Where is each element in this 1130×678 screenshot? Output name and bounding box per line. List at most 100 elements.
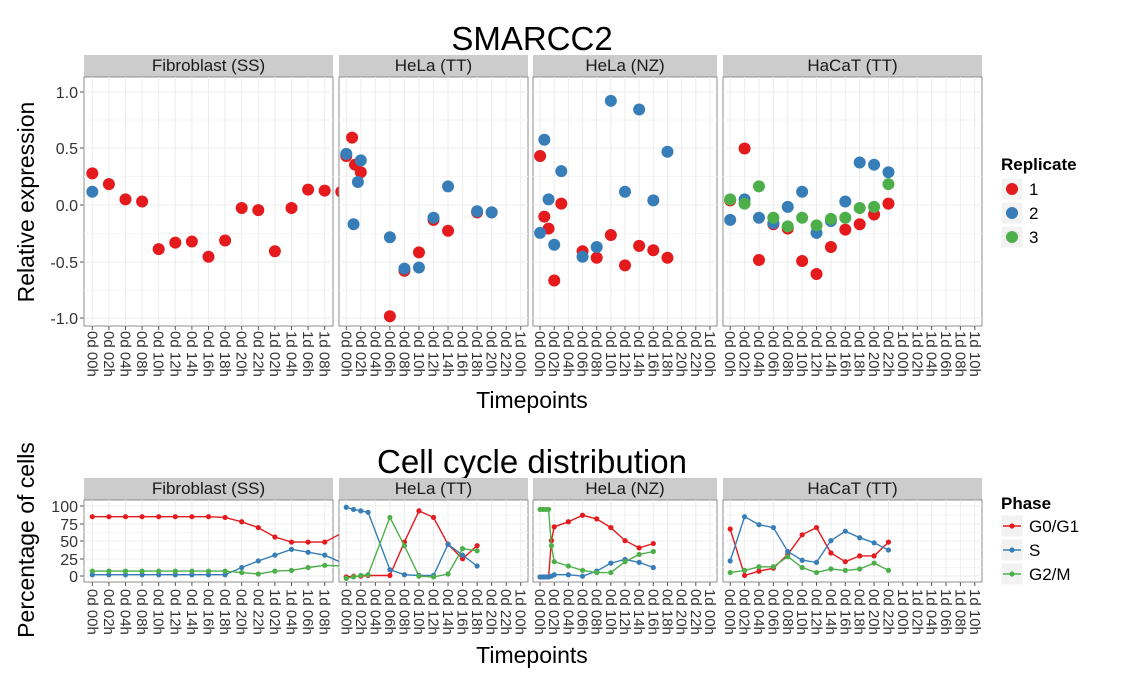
data-point	[152, 243, 165, 256]
data-point	[485, 206, 498, 219]
data-point	[156, 568, 162, 574]
x-tick-label: 0d 14h	[439, 331, 456, 377]
data-point	[724, 193, 737, 206]
strip-label: HaCaT (TT)	[807, 479, 897, 498]
x-tick-label: 1d 00h	[894, 589, 911, 635]
strip-label: HeLa (TT)	[395, 479, 472, 498]
data-point	[106, 514, 112, 520]
x-tick-label: 1d 06h	[937, 589, 954, 635]
data-point	[796, 211, 809, 224]
data-point	[172, 568, 178, 574]
x-tick-label: 0d 16h	[454, 589, 471, 635]
data-point	[824, 212, 837, 225]
data-point	[358, 572, 364, 579]
data-point	[752, 253, 765, 266]
data-point	[752, 180, 765, 193]
x-tick-label: 1d 10h	[966, 589, 983, 635]
x-tick-label: 0d 02h	[736, 589, 753, 635]
data-point	[661, 251, 674, 264]
data-point	[252, 204, 265, 217]
data-point	[661, 145, 674, 158]
x-tick-label: 1d 02h	[266, 331, 283, 377]
y-tick-label: 0.0	[56, 198, 78, 215]
x-tick-label: 0d 00h	[721, 331, 738, 377]
data-point	[430, 574, 437, 580]
series-2	[340, 147, 498, 275]
data-point	[340, 147, 353, 160]
data-point	[288, 546, 295, 552]
x-tick-label: 0d 08h	[779, 589, 796, 635]
data-point	[796, 255, 809, 268]
x-tick-label: 0d 16h	[836, 331, 853, 377]
data-point	[189, 568, 195, 574]
data-point	[551, 559, 557, 565]
data-point	[387, 514, 393, 521]
data-point	[398, 262, 411, 275]
data-point	[857, 566, 863, 572]
panel-fibroblast-ss: Fibroblast (SS)0d 00h 0d 02h 0d 04h 0d 08h 0…	[83, 55, 364, 377]
x-tick-label: 0d 18h	[851, 589, 868, 635]
x-tick-label: 0d 20h	[673, 331, 690, 377]
data-point	[555, 197, 568, 210]
x-tick-label: 0d 10h	[150, 331, 167, 377]
data-point	[785, 548, 791, 555]
data-point	[785, 554, 791, 560]
x-tick-label: 0d 06h	[381, 331, 398, 377]
x-tick-label: 0d 08h	[133, 589, 150, 635]
data-point	[727, 526, 733, 532]
data-point	[343, 504, 349, 510]
data-point	[885, 539, 892, 545]
x-tick-label: 1d 04h	[923, 331, 940, 377]
data-point	[741, 567, 748, 573]
series-g2-m	[727, 554, 892, 576]
x-tick-label: 0d 18h	[468, 331, 485, 377]
x-tick-label: 1d 08h	[316, 331, 333, 377]
legend-key-point	[1009, 523, 1015, 529]
data-point	[548, 274, 561, 287]
data-point	[738, 197, 751, 210]
x-tick-label: 0d 08h	[588, 331, 605, 377]
x-tick-label: 0d 16h	[836, 589, 853, 635]
data-point	[288, 567, 295, 573]
gridlines	[339, 77, 528, 326]
data-point	[885, 567, 892, 573]
data-point	[474, 548, 480, 554]
x-tick-label: 0d 18h	[216, 331, 233, 377]
data-point	[318, 184, 331, 197]
x-tick-label: 0d 04h	[117, 589, 134, 635]
x-tick-label: 0d 06h	[574, 331, 591, 377]
x-tick-label: 0d 04h	[559, 331, 576, 377]
data-point	[305, 564, 311, 571]
strip-label: HaCaT (TT)	[807, 56, 897, 75]
data-point	[427, 211, 440, 224]
x-tick-label: 0d 20h	[233, 331, 250, 377]
series-1	[534, 150, 674, 287]
data-point	[548, 238, 561, 251]
series-g2-m	[343, 514, 480, 581]
x-tick-label: 0d 06h	[764, 331, 781, 377]
data-point	[222, 572, 228, 578]
x-tick-label: 0d 20h	[865, 331, 882, 377]
x-tick-label: 0d 22h	[249, 331, 266, 377]
data-point	[871, 540, 877, 546]
data-point	[136, 195, 149, 208]
legend-key-point	[1009, 571, 1015, 577]
x-tick-label: 0d 10h	[410, 589, 427, 635]
data-point	[272, 552, 278, 558]
x-tick-label: 0d 00h	[83, 589, 100, 635]
x-tick-label: 0d 14h	[183, 589, 200, 635]
data-point	[156, 572, 162, 578]
data-point	[102, 178, 115, 191]
x-tick-label: 0d 06h	[381, 589, 398, 635]
x-tick-label: 0d 14h	[630, 331, 647, 377]
x-tick-label: 1d 00h	[701, 589, 718, 635]
series-line	[92, 548, 375, 576]
data-point	[551, 572, 557, 578]
x-tick-label: 0d 16h	[644, 331, 661, 377]
data-point	[727, 569, 733, 576]
strip-background	[84, 478, 333, 500]
data-point	[538, 210, 551, 223]
data-point	[272, 534, 278, 540]
legend-label: G2/M	[1029, 565, 1071, 584]
